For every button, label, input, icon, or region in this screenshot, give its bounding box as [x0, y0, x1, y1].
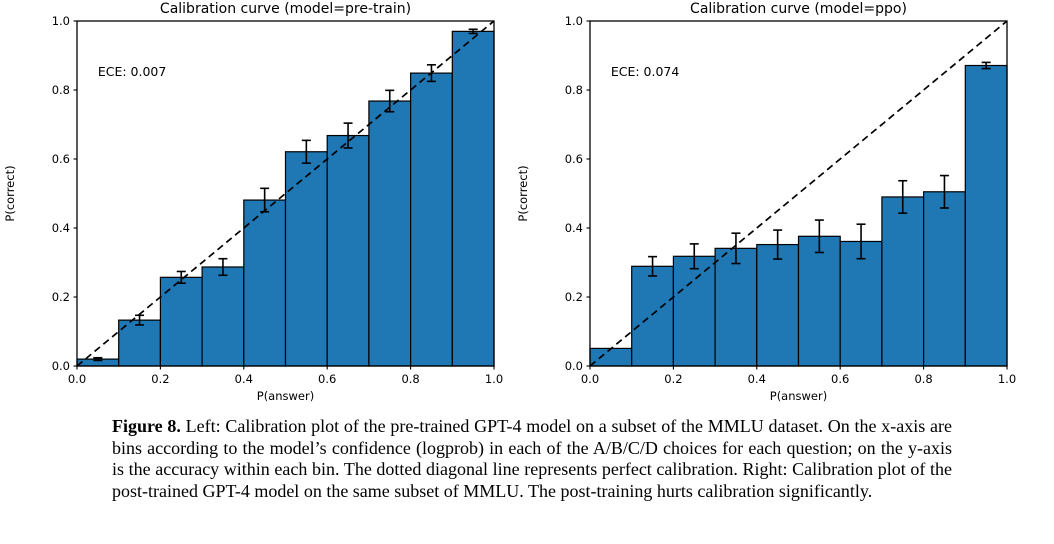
histogram-bar: [923, 191, 966, 367]
plot-border: [589, 20, 1008, 367]
y-axis-label: P(correct): [3, 165, 17, 221]
diagonal-reference-line: [589, 20, 1008, 367]
histogram-bar: [284, 151, 328, 367]
x-axis-tick-label: 0.6: [831, 372, 849, 386]
y-axis-tick-label: 0.2: [565, 290, 583, 304]
x-axis-label: P(answer): [257, 389, 314, 403]
y-axis-tick-label: 0.0: [52, 359, 70, 373]
histogram-bar: [631, 265, 674, 367]
x-axis-tick-label: 0.2: [664, 372, 682, 386]
histogram-bar: [326, 134, 370, 367]
histogram-bar: [756, 243, 800, 367]
histogram-bar: [714, 247, 758, 367]
x-axis-tick-label: 0.6: [318, 372, 336, 386]
figure-caption-label: Figure 8.: [112, 416, 181, 436]
histogram-bar: [672, 255, 716, 367]
y-axis-tick-label: 0.8: [52, 83, 70, 97]
x-axis-tick-label: 0.0: [68, 372, 86, 386]
x-axis-tick-label: 1.0: [998, 372, 1016, 386]
histogram-bar: [964, 64, 1008, 367]
ece-annotation: ECE: 0.007: [98, 64, 167, 79]
histogram-bar: [159, 276, 203, 367]
histogram-bar: [839, 240, 883, 367]
y-axis-tick-label: 0.2: [52, 290, 70, 304]
x-axis-tick-label: 1.0: [485, 372, 503, 386]
x-axis-tick-label: 0.2: [151, 372, 169, 386]
ece-annotation: ECE: 0.074: [611, 64, 680, 79]
calibration-chart-pretrain: 0.0 0.2 0.4 0.6 0.8 1.0 0.0 0.2 0.4 0.6 0.8 1.0 Cali…: [3, 1, 503, 403]
x-axis-tick-label: 0.4: [748, 372, 766, 386]
x-axis-tick-label: 0.4: [235, 372, 253, 386]
y-axis-tick-label: 1.0: [52, 14, 70, 28]
y-axis-label: P(correct): [516, 165, 530, 221]
y-axis-tick-label: 0.4: [52, 221, 70, 235]
histogram-bar: [368, 100, 412, 367]
x-axis-label: P(answer): [770, 389, 827, 403]
y-axis-tick-label: 0.8: [565, 83, 583, 97]
histogram-bar: [797, 235, 841, 367]
figure-caption-text: Left: Calibration plot of the pre-traine…: [112, 416, 952, 501]
histogram-bar: [201, 266, 245, 367]
y-axis-tick-label: 0.4: [565, 221, 583, 235]
x-axis-tick-label: 0.8: [914, 372, 932, 386]
figure-caption: Figure 8. Left: Calibration plot of the …: [112, 416, 952, 502]
y-axis-tick-label: 0.6: [52, 152, 70, 166]
histogram-bar: [410, 72, 453, 367]
chart-title: Calibration curve (model=ppo): [690, 1, 907, 17]
y-axis-tick-label: 0.0: [565, 359, 583, 373]
histogram-bar: [881, 196, 925, 367]
plot-border: [76, 20, 495, 367]
y-axis-tick-label: 1.0: [565, 14, 583, 28]
y-axis-tick-label: 0.6: [565, 152, 583, 166]
histogram-bar: [243, 199, 287, 367]
calibration-chart-ppo: 0.0 0.2 0.4 0.6 0.8 1.0 0.0 0.2 0.4 0.6 0.8 1.0 Cali…: [516, 1, 1016, 403]
histogram-bar: [451, 30, 495, 367]
diagonal-reference-line: [76, 20, 495, 367]
x-axis-tick-label: 0.8: [401, 372, 419, 386]
histogram-bar: [589, 347, 633, 367]
chart-title: Calibration curve (model=pre-train): [160, 1, 411, 17]
x-axis-tick-label: 0.0: [581, 372, 599, 386]
